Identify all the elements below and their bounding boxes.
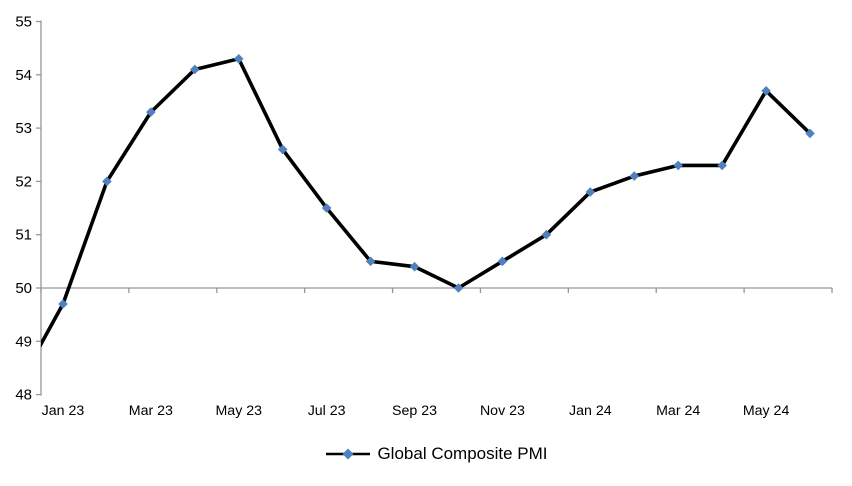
x-tick-label-may-24: May 24 (743, 403, 790, 419)
chart-legend: Global Composite PMI (0, 442, 852, 466)
x-tick-label-sep-23: Sep 23 (392, 403, 437, 419)
data-point-sep-23 (409, 261, 420, 272)
data-point-feb-23 (102, 176, 112, 187)
x-tick-label-mar-23: Mar 23 (129, 403, 173, 419)
data-point-jun-24 (805, 128, 815, 139)
y-axis: 48 49 50 51 52 53 54 55 (15, 14, 42, 404)
y-tick-label-51: 51 (15, 227, 32, 244)
data-point-dec-23 (541, 229, 552, 240)
data-point-aug-23 (365, 256, 376, 267)
y-tick-label-52: 52 (15, 173, 32, 190)
data-point-mar-24 (673, 160, 683, 171)
legend-line-marker-icon (326, 448, 371, 460)
y-tick-label-50: 50 (15, 280, 32, 297)
x-axis-labels: Jan 23 Mar 23 May 23 Jul 23 Sep 23 Nov 23 Jan … (42, 403, 790, 419)
data-point-may-24 (761, 85, 771, 96)
legend-label: Global Composite PMI (377, 444, 548, 463)
y-tick-label-55: 55 (15, 14, 32, 31)
x-axis (40, 287, 833, 293)
data-point-apr-24 (717, 160, 727, 171)
x-tick-label-nov-23: Nov 23 (480, 403, 525, 419)
data-point-mar-23 (146, 107, 156, 117)
data-point-feb-24 (629, 171, 640, 181)
y-tick-label-49: 49 (15, 333, 32, 350)
data-series (41, 54, 815, 348)
pmi-line (41, 56, 812, 348)
data-point-jun-23 (277, 144, 288, 155)
data-point-may-23 (233, 54, 244, 64)
x-tick-label-may-23: May 23 (215, 403, 262, 419)
y-tick-label-54: 54 (15, 67, 32, 84)
data-point-jan-23 (58, 299, 68, 309)
data-point-apr-23 (190, 64, 200, 75)
data-point-jan-24 (585, 187, 596, 197)
data-point-jul-23 (321, 203, 332, 213)
x-tick-label-jul-23: Jul 23 (308, 403, 346, 419)
x-tick-label-jan-23: Jan 23 (42, 403, 85, 419)
y-tick-label-53: 53 (15, 120, 32, 137)
data-point-oct-23 (453, 283, 464, 293)
y-tick-label-48: 48 (15, 387, 32, 404)
x-tick-label-mar-24: Mar 24 (656, 403, 700, 419)
x-tick-label-jan-24: Jan 24 (569, 403, 612, 419)
legend-diamond-icon (342, 448, 354, 460)
data-point-nov-23 (497, 256, 508, 267)
